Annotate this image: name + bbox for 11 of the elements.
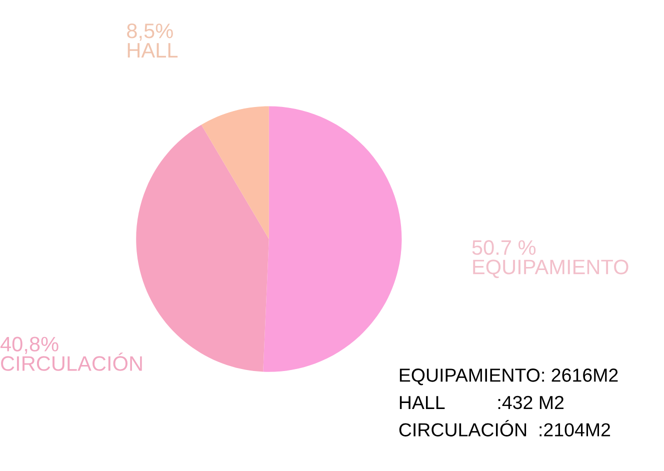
- pie-slice: [201, 106, 269, 240]
- text: EQUIPAMIENTO: 2616M2: [400, 368, 618, 386]
- data-label: 8,5%: [127, 24, 173, 41]
- data-label: 40,8%: [0, 336, 58, 354]
- text: CIRCULACIÓN :2104M2: [399, 420, 610, 436]
- pie-slice: [263, 106, 402, 372]
- slice-label: CIRCULACIÓN: [1, 352, 142, 371]
- slice-label: HALL: [128, 43, 178, 58]
- text: HALL :432 M2: [400, 396, 564, 410]
- data-label: 50.7 %: [472, 240, 536, 255]
- slice-label: EQUIPAMIENTO: [473, 260, 628, 278]
